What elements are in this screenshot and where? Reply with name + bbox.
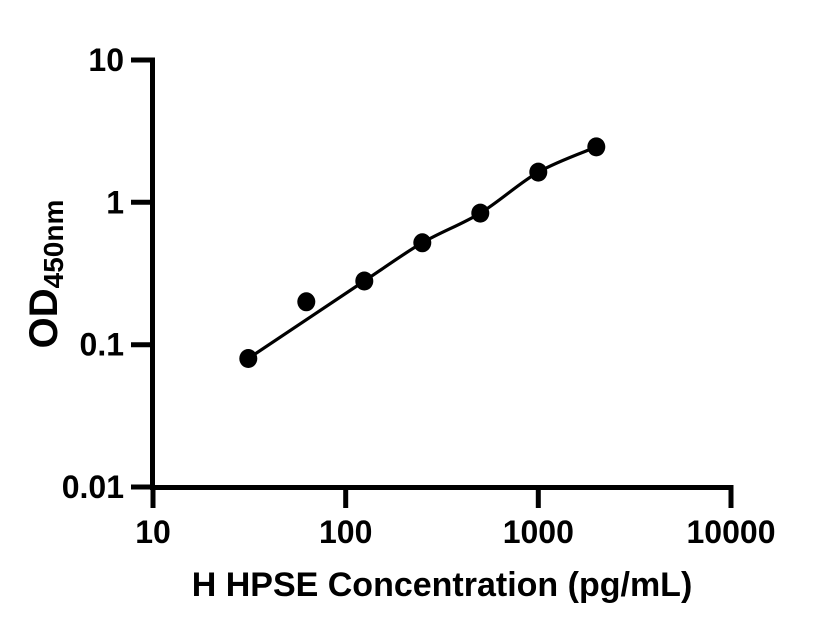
y-tick-label: 1 bbox=[106, 184, 124, 220]
y-tick-label: 10 bbox=[88, 42, 124, 78]
y-tick-label: 0.01 bbox=[62, 469, 124, 505]
x-tick-label: 10 bbox=[135, 514, 171, 550]
x-axis-title: H HPSE Concentration (pg/mL) bbox=[192, 566, 693, 604]
x-tick-label: 10000 bbox=[687, 514, 776, 550]
x-tick-label: 1000 bbox=[503, 514, 574, 550]
data-point bbox=[355, 271, 374, 291]
x-tick-label: 100 bbox=[319, 514, 372, 550]
data-point bbox=[587, 137, 606, 157]
axes bbox=[150, 57, 734, 490]
tick-marks bbox=[131, 57, 734, 508]
plot-area bbox=[239, 137, 606, 368]
y-axis-title-main: OD bbox=[22, 288, 66, 348]
data-point bbox=[471, 203, 490, 223]
data-point bbox=[529, 162, 548, 182]
data-point bbox=[239, 349, 258, 368]
tick-labels: 10 100 1000 10000 10 1 0.1 0.01 bbox=[62, 42, 776, 550]
data-point bbox=[297, 292, 316, 312]
y-axis-title-subscript: 450nm bbox=[38, 200, 69, 289]
y-tick-label: 0.1 bbox=[80, 327, 124, 363]
y-axis-title: OD450nm bbox=[22, 200, 69, 349]
data-point bbox=[413, 233, 432, 253]
